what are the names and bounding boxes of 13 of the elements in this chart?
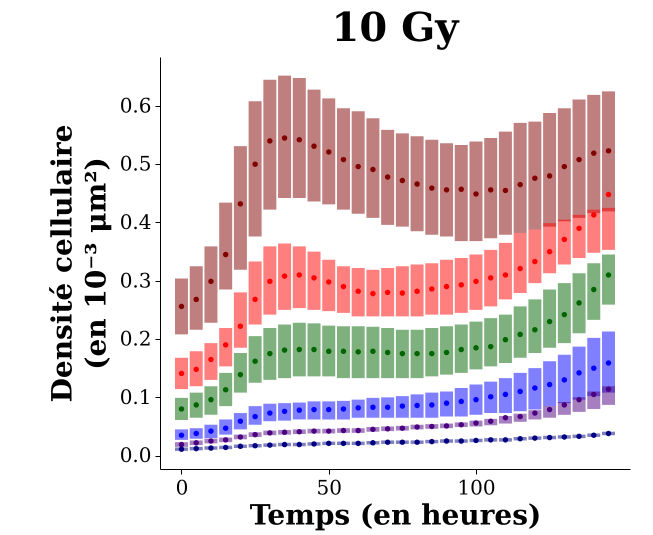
x-tick-label: 50 [316, 476, 342, 500]
x-tick-label: 100 [457, 476, 496, 500]
y-tick-label: 0.2 [120, 326, 152, 351]
x-axis-title: Temps (en heures) [250, 498, 542, 532]
chart-title: 10 Gy [332, 4, 460, 51]
y-axis-title: Densité cellulaire (en 10⁻³ μm²) [46, 124, 113, 402]
y-tick-label: 0.6 [120, 93, 152, 118]
x-tick-label: 0 [176, 476, 188, 500]
y-tick-label: 0.4 [120, 210, 152, 234]
y-tick-label: 0.0 [120, 443, 152, 468]
y-tick-label: 0.1 [120, 384, 152, 409]
y-tick-label: 0.3 [120, 268, 152, 292]
y-tick-label: 0.5 [120, 152, 152, 176]
